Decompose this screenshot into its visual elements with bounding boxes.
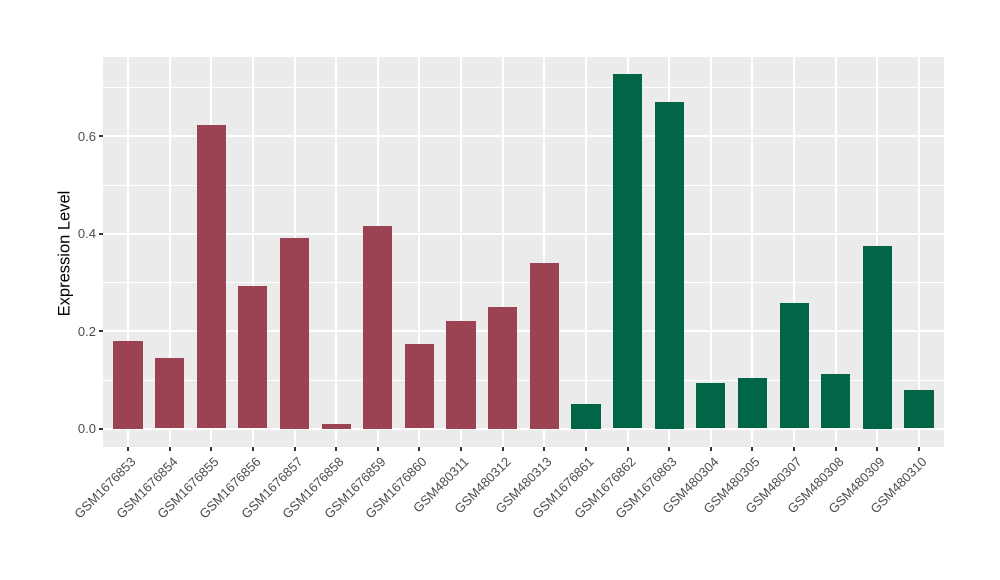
vertical-gridline — [251, 57, 254, 447]
y-tick-mark — [99, 135, 103, 137]
vertical-gridline — [126, 57, 129, 447]
bar — [238, 285, 268, 429]
bar — [488, 306, 518, 429]
bar — [654, 101, 684, 429]
vertical-gridline — [168, 57, 171, 447]
x-tick-mark — [251, 447, 254, 451]
y-tick-label: 0.2 — [77, 323, 96, 339]
y-tick-label: 0.4 — [77, 226, 96, 241]
major-gridline — [103, 330, 944, 332]
x-tick-mark — [126, 447, 129, 451]
vertical-gridline — [751, 57, 754, 447]
vertical-gridline — [709, 57, 712, 447]
bar — [155, 358, 185, 429]
bar — [196, 125, 226, 429]
y-tick-mark — [99, 232, 103, 235]
bar — [613, 74, 643, 429]
vertical-gridline — [918, 57, 921, 447]
bar — [821, 373, 851, 429]
major-gridline — [103, 427, 944, 430]
x-tick-mark — [293, 447, 296, 451]
x-tick-mark — [168, 447, 171, 451]
vertical-gridline — [834, 57, 837, 447]
x-tick-mark — [584, 447, 587, 451]
x-tick-mark — [501, 447, 504, 451]
x-tick-mark — [793, 447, 796, 451]
bar — [696, 383, 726, 429]
x-tick-mark — [751, 447, 754, 451]
vertical-gridline — [418, 57, 421, 447]
bar — [321, 423, 351, 429]
bar — [779, 303, 809, 429]
x-tick-mark — [210, 447, 213, 451]
bar — [529, 262, 559, 429]
bar — [862, 245, 892, 429]
bar — [571, 404, 601, 429]
y-tick-label: 0.0 — [77, 421, 96, 436]
bar — [363, 226, 393, 429]
x-tick-mark — [543, 447, 546, 451]
vertical-gridline — [584, 57, 587, 447]
bar — [737, 378, 768, 429]
vertical-gridline — [335, 57, 338, 447]
vertical-gridline — [460, 57, 463, 447]
major-gridline — [103, 232, 944, 235]
bar — [904, 390, 934, 429]
y-tick-mark — [99, 330, 103, 332]
vertical-gridline — [501, 57, 504, 447]
minor-gridline — [103, 184, 944, 186]
minor-gridline — [103, 379, 944, 381]
x-tick-mark — [626, 447, 629, 451]
x-tick-mark — [668, 447, 671, 451]
x-tick-mark — [709, 447, 712, 451]
x-tick-mark — [918, 447, 921, 451]
x-tick-mark — [876, 447, 879, 451]
bar — [113, 340, 143, 429]
bar — [404, 344, 434, 429]
x-tick-mark — [460, 447, 463, 451]
x-tick-mark — [834, 447, 837, 451]
bar — [446, 321, 476, 429]
bar — [279, 238, 310, 429]
y-tick-label: 0.6 — [77, 128, 96, 144]
x-tick-mark — [376, 447, 379, 451]
x-tick-mark — [335, 447, 338, 451]
major-gridline — [103, 135, 944, 137]
vertical-gridline — [543, 57, 546, 447]
vertical-gridline — [793, 57, 796, 447]
y-tick-mark — [99, 427, 103, 430]
chart-panel — [103, 57, 944, 447]
minor-gridline — [103, 282, 944, 284]
minor-gridline — [103, 87, 944, 89]
x-tick-mark — [418, 447, 421, 451]
